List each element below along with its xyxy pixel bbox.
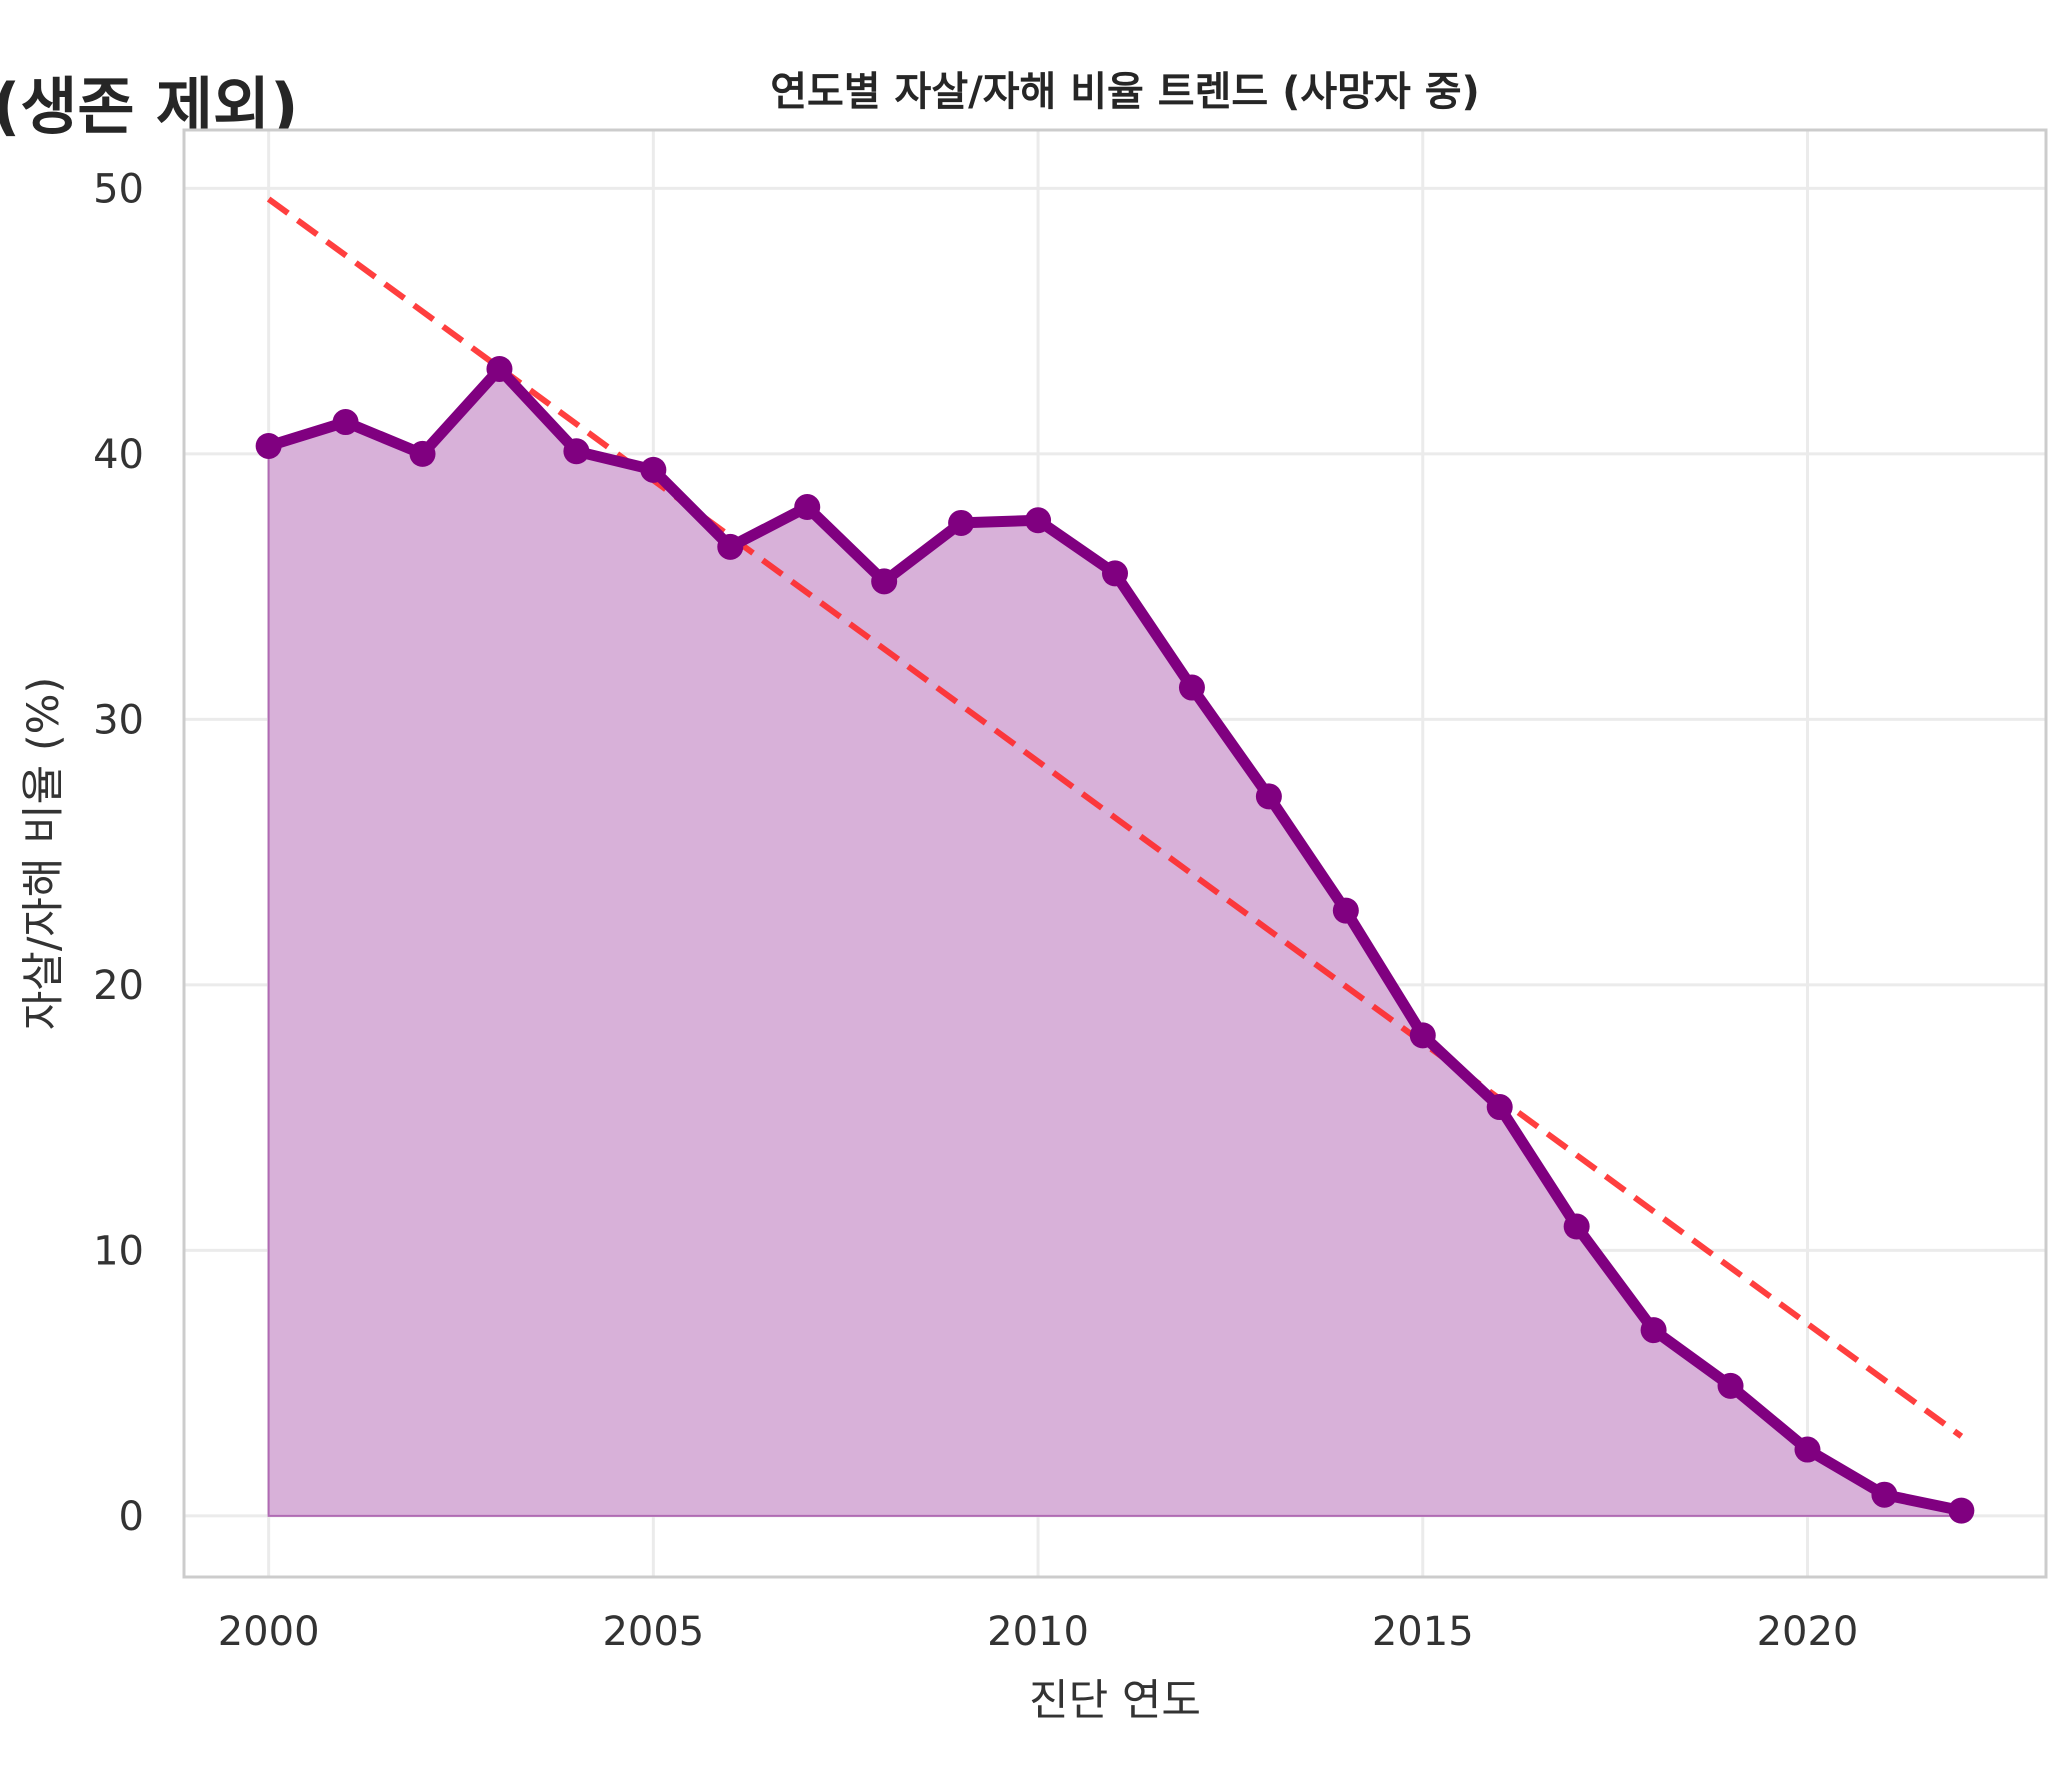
x-tick-label: 2020 <box>1757 1609 1859 1655</box>
data-point <box>1640 1317 1667 1344</box>
data-point <box>409 440 436 467</box>
data-point <box>1332 897 1359 924</box>
y-tick-label: 10 <box>93 1228 144 1274</box>
data-point <box>948 509 975 536</box>
y-tick-label: 40 <box>93 432 144 478</box>
data-point <box>871 568 898 595</box>
data-point <box>1717 1372 1744 1399</box>
x-ticks: 2000 2005 2010 2015 2020 <box>218 1609 1859 1655</box>
trend-line <box>266 196 1964 1439</box>
data-point <box>1563 1213 1590 1240</box>
y-ticks: 0 10 20 30 40 50 <box>93 166 144 1540</box>
data-point <box>794 494 821 521</box>
y-tick-label: 0 <box>119 1494 144 1540</box>
data-point <box>1948 1497 1975 1524</box>
data-point <box>332 409 359 436</box>
x-tick-label: 2005 <box>602 1609 704 1655</box>
data-point <box>640 456 667 483</box>
data-point <box>1178 674 1205 701</box>
data-point <box>1871 1481 1898 1508</box>
data-point <box>1794 1436 1821 1463</box>
x-tick-label: 2000 <box>218 1609 320 1655</box>
y-tick-label: 30 <box>93 697 144 743</box>
data-point <box>1025 507 1052 534</box>
data-point <box>717 533 744 560</box>
x-axis-label: 진단 연도 <box>1029 1676 1201 1726</box>
data-point <box>1409 1022 1436 1049</box>
y-tick-label: 20 <box>93 963 144 1009</box>
data-point <box>255 432 282 459</box>
x-tick-label: 2015 <box>1372 1609 1474 1655</box>
data-point <box>1102 560 1128 587</box>
plot-frame <box>182 128 2048 1579</box>
data-point <box>486 355 513 382</box>
data-points <box>255 355 1975 1524</box>
data-point <box>1486 1094 1513 1121</box>
chart-title: 연도별 자살/자해 비율 트렌드 (사망자 중) <box>770 69 1480 115</box>
data-point <box>1255 783 1282 810</box>
y-tick-label: 50 <box>93 166 144 212</box>
x-tick-label: 2010 <box>987 1609 1089 1655</box>
data-point <box>563 438 590 465</box>
y-axis-label: 자살/자해 비율 (%) <box>19 677 69 1031</box>
